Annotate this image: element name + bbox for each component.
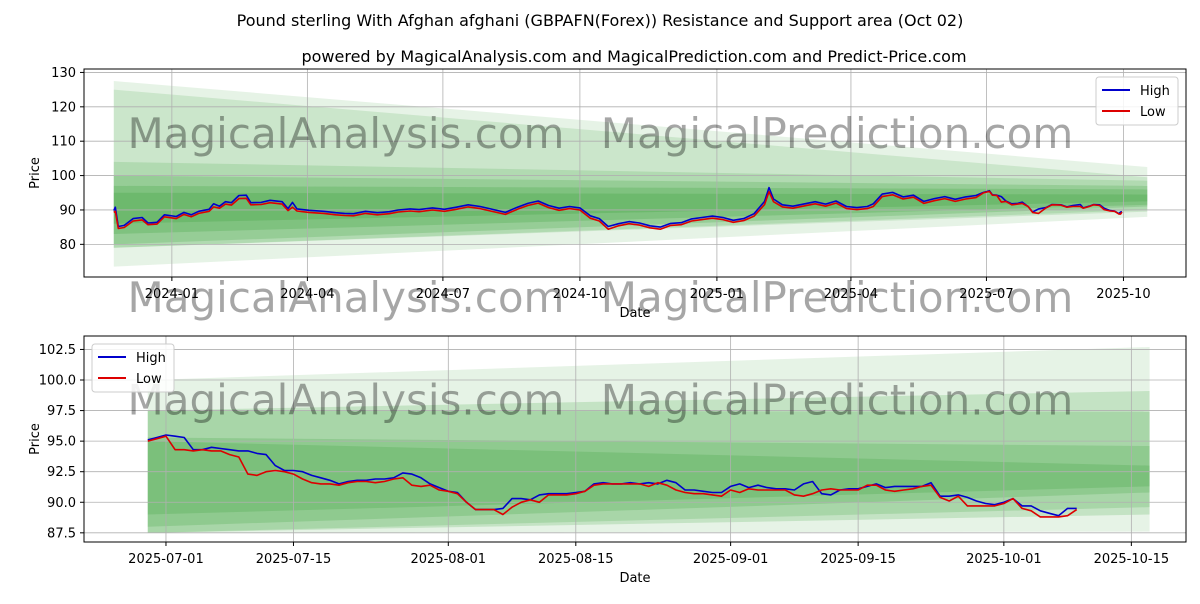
x-tick-label: 2024-04 bbox=[280, 287, 334, 302]
x-tick-label: 2024-01 bbox=[145, 287, 199, 302]
x-tick-label: 2024-10 bbox=[553, 287, 607, 302]
y-tick-label: 90 bbox=[59, 203, 76, 218]
x-tick-label: 2025-04 bbox=[824, 287, 878, 302]
plot-area bbox=[84, 336, 1186, 542]
axes-frame bbox=[83, 68, 1187, 278]
legend: High Low bbox=[91, 343, 175, 393]
y-tick-label: 87.5 bbox=[47, 526, 76, 541]
watermark-analysis: MagicalAnalysis.com bbox=[128, 109, 565, 158]
axes-frame bbox=[83, 335, 1187, 543]
x-axis-label: Date bbox=[619, 571, 650, 586]
series-line-low bbox=[147, 435, 1078, 518]
top-panel: MagicalAnalysis.com MagicalPrediction.com… bbox=[28, 66, 1187, 322]
x-tick-label: 2025-10-01 bbox=[966, 552, 1042, 567]
y-tick-label: 102.5 bbox=[39, 343, 76, 358]
y-tick-label: 130 bbox=[51, 66, 76, 81]
series-layer bbox=[113, 186, 1123, 230]
legend-label-low: Low bbox=[136, 372, 162, 387]
y-tick-label: 92.5 bbox=[47, 465, 76, 480]
watermark-analysis: MagicalAnalysis.com bbox=[128, 375, 565, 424]
plot-area bbox=[84, 69, 1186, 277]
x-tick-label: 2025-09-15 bbox=[820, 552, 896, 567]
y-tick-label: 100 bbox=[51, 169, 76, 184]
x-tick-label: 2025-07-01 bbox=[128, 552, 204, 567]
x-tick-label: 2025-09-01 bbox=[693, 552, 769, 567]
x-tick-label: 2024-07 bbox=[416, 287, 470, 302]
series-line-low bbox=[113, 190, 1123, 230]
x-tick-label: 2025-08-15 bbox=[538, 552, 614, 567]
x-tick-label: 2025-10-15 bbox=[1094, 552, 1170, 567]
x-tick-label: 2025-08-01 bbox=[411, 552, 487, 567]
x-tick-label: 2025-01 bbox=[690, 287, 744, 302]
legend-label-low: Low bbox=[1140, 105, 1166, 120]
band-2 bbox=[147, 391, 1150, 533]
legend-label-high: High bbox=[136, 351, 166, 366]
y-axis-label: Price bbox=[28, 423, 43, 455]
chart-title: Pound sterling With Afghan afghani (GBPA… bbox=[237, 11, 964, 30]
bottom-panel: MagicalAnalysis.com MagicalPrediction.com… bbox=[28, 335, 1187, 586]
legend: High Low bbox=[1095, 76, 1179, 126]
watermark-prediction: MagicalPrediction.com bbox=[601, 109, 1074, 158]
watermark-prediction: MagicalPrediction.com bbox=[601, 273, 1074, 322]
chart-subtitle: powered by MagicalAnalysis.com and Magic… bbox=[301, 47, 966, 66]
x-axis-label: Date bbox=[619, 306, 650, 321]
y-axis-label: Price bbox=[28, 157, 43, 189]
y-tick-label: 100.0 bbox=[39, 374, 76, 389]
x-tick-label: 2025-07-15 bbox=[256, 552, 332, 567]
y-tick-label: 80 bbox=[59, 238, 76, 253]
legend-label-high: High bbox=[1140, 84, 1170, 99]
x-tick-label: 2025-07 bbox=[959, 287, 1013, 302]
x-tick-label: 2025-10 bbox=[1096, 287, 1150, 302]
watermark-analysis: MagicalAnalysis.com bbox=[128, 273, 565, 322]
band-5 bbox=[147, 441, 1150, 515]
series-layer bbox=[147, 434, 1078, 518]
y-tick-label: 95.0 bbox=[47, 435, 76, 450]
y-tick-label: 90.0 bbox=[47, 496, 76, 511]
band-6 bbox=[113, 192, 1148, 224]
band-2 bbox=[113, 89, 1148, 248]
band-1 bbox=[113, 81, 1148, 267]
watermark-prediction: MagicalPrediction.com bbox=[601, 375, 1074, 424]
y-tick-label: 97.5 bbox=[47, 404, 76, 419]
y-tick-label: 110 bbox=[51, 135, 76, 150]
band-3 bbox=[113, 161, 1148, 248]
y-tick-label: 120 bbox=[51, 100, 76, 115]
